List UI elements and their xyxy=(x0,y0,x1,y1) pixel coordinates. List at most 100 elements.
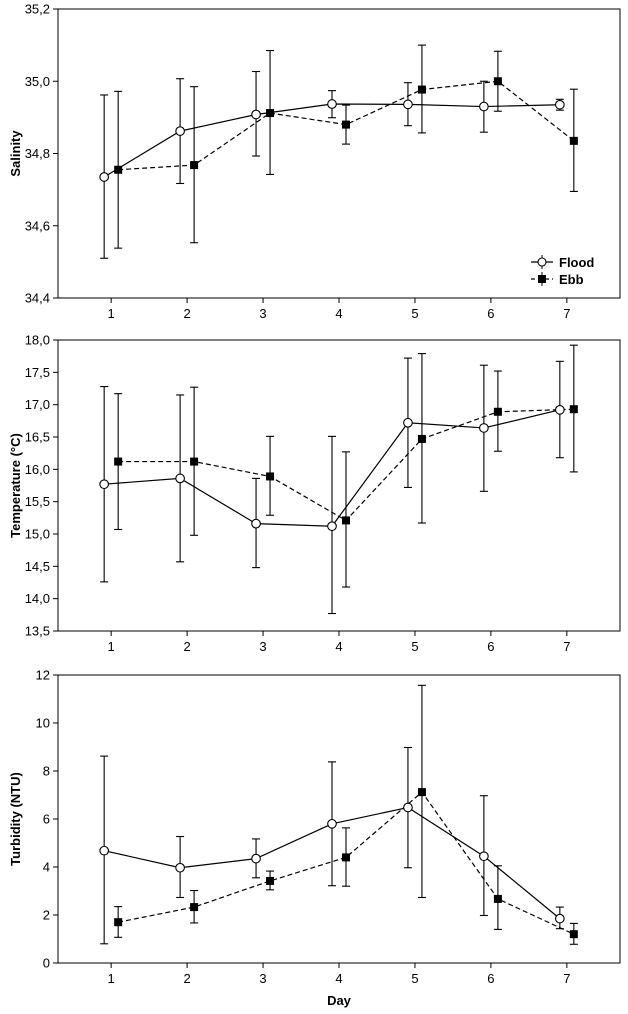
point-flood xyxy=(403,99,413,110)
y-tick-label: 18,0 xyxy=(25,333,50,348)
y-tick-label: 10 xyxy=(36,716,50,731)
point-ebb xyxy=(266,876,275,885)
x-tick-label: 1 xyxy=(108,306,115,321)
y-tick-label: 14,0 xyxy=(25,591,50,606)
legend-marker-ebb xyxy=(538,275,546,283)
point-flood xyxy=(327,818,337,829)
x-tick-label: 3 xyxy=(259,639,266,654)
y-tick-label: 12 xyxy=(36,668,50,683)
point-ebb xyxy=(266,109,275,118)
point-flood xyxy=(251,518,261,529)
point-flood xyxy=(175,862,185,873)
y-tick-label: 13,5 xyxy=(25,624,50,639)
point-flood xyxy=(99,479,110,490)
point-ebb xyxy=(342,120,350,129)
x-tick-label: 2 xyxy=(183,971,190,986)
y-axis-label: Temperature (°C) xyxy=(8,433,23,538)
point-flood xyxy=(327,521,337,532)
point-ebb xyxy=(493,77,502,86)
point-ebb xyxy=(190,903,199,912)
x-tick-label: 5 xyxy=(411,639,418,654)
x-tick-label: 2 xyxy=(183,306,190,321)
point-ebb xyxy=(114,457,123,466)
point-ebb xyxy=(342,516,350,525)
panel-1: 34,4 34,6 34,8 35,0 35,2 1 2 3 4 5 6 7 Salinity Flood… xyxy=(8,2,621,321)
point-ebb xyxy=(493,407,502,416)
x-tick-label: 3 xyxy=(259,971,266,986)
point-ebb xyxy=(114,918,123,927)
y-tick-label: 34,4 xyxy=(25,291,50,306)
point-flood xyxy=(554,99,565,110)
y-tick-label: 6 xyxy=(43,812,50,827)
legend-label-flood: Flood xyxy=(559,255,594,270)
y-tick-label: 17,5 xyxy=(25,365,50,380)
point-flood xyxy=(251,853,261,864)
x-tick-label: 1 xyxy=(108,639,115,654)
x-tick-label: 1 xyxy=(108,971,115,986)
point-flood xyxy=(175,473,185,484)
y-tick-label: 17,0 xyxy=(25,397,50,412)
point-ebb xyxy=(417,434,426,443)
point-ebb xyxy=(190,161,199,170)
legend-label-ebb: Ebb xyxy=(559,272,584,287)
point-flood xyxy=(403,802,413,813)
point-ebb xyxy=(569,136,578,145)
point-ebb xyxy=(266,472,275,481)
x-tick-label: 5 xyxy=(411,971,418,986)
y-axis-label: Turbidity (NTU) xyxy=(8,772,23,866)
point-flood xyxy=(403,417,413,428)
x-tick-label: 4 xyxy=(335,639,342,654)
y-tick-label: 14,5 xyxy=(25,559,50,574)
point-flood xyxy=(327,99,337,109)
point-ebb xyxy=(342,853,350,862)
y-tick-label: 4 xyxy=(43,860,50,875)
point-flood xyxy=(554,404,565,415)
legend: Flood Ebb xyxy=(531,255,594,287)
point-ebb xyxy=(190,457,199,466)
point-ebb xyxy=(417,788,426,797)
y-tick-label: 16,5 xyxy=(25,430,50,445)
point-flood xyxy=(479,851,489,862)
y-tick-label: 2 xyxy=(43,908,50,923)
plot-frame xyxy=(57,674,621,964)
point-flood xyxy=(479,423,489,433)
x-tick-label: 7 xyxy=(563,971,570,986)
y-tick-label: 34,6 xyxy=(25,218,50,233)
point-flood xyxy=(479,101,489,112)
y-tick-label: 35,2 xyxy=(25,2,50,17)
point-flood xyxy=(554,913,565,924)
x-tick-label: 6 xyxy=(487,971,494,986)
y-tick-label: 35,0 xyxy=(25,74,50,89)
x-tick-label: 5 xyxy=(411,306,418,321)
x-axis-label: Day xyxy=(327,993,352,1008)
y-tick-label: 34,8 xyxy=(25,146,50,161)
point-ebb xyxy=(569,930,578,939)
y-tick-label: 16,0 xyxy=(25,462,50,477)
panel-2: 13,5 14,0 14,5 15,0 15,5 16,0 16,5 17,0 17,5 18,0… xyxy=(8,333,621,654)
x-tick-label: 4 xyxy=(335,971,342,986)
x-tick-label: 3 xyxy=(259,306,266,321)
x-tick-label: 6 xyxy=(487,639,494,654)
point-ebb xyxy=(493,894,502,903)
x-tick-label: 2 xyxy=(183,639,190,654)
legend-marker-flood xyxy=(537,257,547,267)
x-tick-label: 4 xyxy=(335,306,342,321)
y-tick-label: 15,5 xyxy=(25,494,50,509)
y-tick-label: 0 xyxy=(43,956,50,971)
y-tick-label: 8 xyxy=(43,764,50,779)
y-tick-label: 15,0 xyxy=(25,527,50,542)
point-ebb xyxy=(417,85,426,94)
x-tick-label: 6 xyxy=(487,306,494,321)
point-ebb xyxy=(569,405,578,414)
plot-frame xyxy=(57,339,621,632)
point-flood xyxy=(251,109,261,120)
point-ebb xyxy=(114,165,123,174)
x-tick-label: 7 xyxy=(563,639,570,654)
y-axis-label: Salinity xyxy=(8,130,23,177)
point-flood xyxy=(99,845,110,856)
point-flood xyxy=(99,172,110,182)
x-tick-label: 7 xyxy=(563,306,570,321)
point-flood xyxy=(175,126,185,136)
